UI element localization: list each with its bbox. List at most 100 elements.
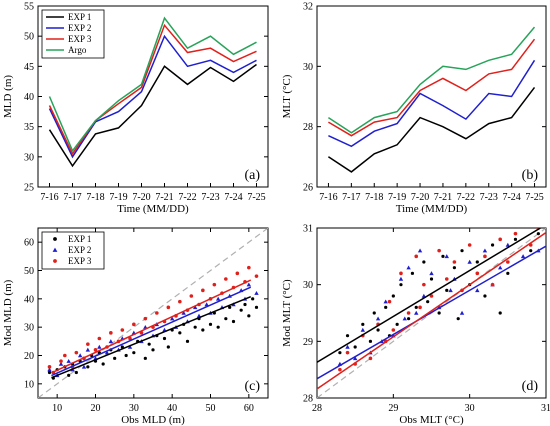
- point-exp-2: [406, 265, 411, 270]
- point-exp-2: [417, 248, 423, 253]
- point-exp-1: [201, 328, 205, 332]
- panel-a: 25 30 35 40 45 50 55 7-16 7-17 7-18 7-19 7-20 7-21 7-…: [2, 2, 269, 215]
- point-exp-1: [143, 356, 147, 360]
- point-exp-2: [414, 310, 419, 315]
- point-exp-1: [441, 254, 445, 258]
- point-exp-2: [475, 288, 480, 293]
- point-exp-2: [375, 316, 381, 321]
- point-exp-3: [189, 294, 194, 298]
- point-exp-1: [372, 311, 376, 315]
- point-exp-3: [399, 271, 403, 276]
- point-exp-2: [104, 350, 110, 355]
- point-exp-3: [155, 311, 159, 315]
- point-exp-3: [166, 305, 171, 310]
- point-exp-2: [444, 254, 449, 259]
- point-exp-2: [448, 288, 453, 293]
- x-tick-label: 29: [388, 403, 398, 414]
- point-exp-1: [498, 311, 502, 315]
- x-tick-label: 7-16: [319, 192, 337, 203]
- y-tick-label: 55: [24, 2, 34, 13]
- fit-line-exp-2: [51, 286, 252, 377]
- fit-line-exp-3: [51, 279, 252, 374]
- point-exp-3: [178, 299, 182, 304]
- x-tick-label: 10: [52, 403, 62, 414]
- y-tick-label: 30: [24, 152, 34, 163]
- plot-area: [48, 16, 257, 168]
- point-exp-1: [361, 322, 365, 326]
- x-tick-label: 30: [129, 403, 139, 414]
- point-exp-3: [475, 271, 480, 276]
- y-tick-label: 31: [303, 224, 313, 235]
- point-exp-3: [368, 356, 373, 361]
- y-tick-label: 45: [24, 62, 34, 73]
- point-exp-3: [201, 288, 205, 293]
- point-exp-1: [231, 319, 236, 324]
- y-tick-label: 10: [24, 379, 34, 390]
- point-exp-1: [414, 305, 418, 309]
- y-axis-label: MLD (m): [2, 75, 14, 118]
- series-line-exp-1: [327, 86, 536, 173]
- point-exp-1: [368, 339, 373, 343]
- point-exp-1: [345, 334, 350, 338]
- x-tick-label: 20: [91, 403, 101, 414]
- point-exp-1: [47, 370, 52, 375]
- point-exp-2: [77, 353, 83, 358]
- x-tick-label: 7-23: [480, 192, 498, 203]
- point-exp-1: [113, 356, 117, 360]
- plot-frame: [37, 227, 269, 399]
- point-exp-2: [467, 259, 472, 264]
- point-exp-3: [338, 367, 342, 372]
- x-tick-label: 7-24: [224, 192, 242, 203]
- point-exp-2: [97, 344, 102, 349]
- plot-area: [317, 228, 546, 398]
- point-exp-3: [406, 311, 411, 315]
- point-exp-3: [483, 254, 487, 259]
- point-exp-3: [506, 260, 510, 264]
- x-tick-label: 7-21: [155, 192, 173, 203]
- point-exp-3: [63, 353, 67, 358]
- plot-frame: [316, 227, 547, 399]
- x-tick-label: 7-22: [457, 192, 475, 203]
- legend-label-argo: Argo: [68, 45, 87, 55]
- point-exp-1: [475, 260, 479, 264]
- point-exp-2: [204, 302, 209, 307]
- point-exp-1: [166, 345, 170, 349]
- point-exp-1: [224, 317, 228, 321]
- point-exp-3: [59, 359, 63, 363]
- y-tick-label: 40: [24, 294, 34, 305]
- y-tick-label: 29: [303, 337, 313, 348]
- point-exp-3: [391, 328, 396, 332]
- legend-label-exp-2: EXP 2: [68, 245, 91, 255]
- y-tick-label: 50: [24, 32, 34, 43]
- x-tick-label: 7-17: [63, 192, 81, 203]
- point-exp-2: [246, 282, 252, 287]
- y-axis-label: MLT (°C): [281, 74, 293, 118]
- point-exp-1: [228, 305, 232, 309]
- point-exp-1: [407, 317, 411, 321]
- point-exp-3: [97, 336, 102, 341]
- point-exp-2: [85, 347, 91, 352]
- y-tick-label: 60: [24, 238, 34, 249]
- legend-label-exp-1: EXP 1: [68, 234, 91, 244]
- point-exp-1: [399, 283, 403, 287]
- point-exp-1: [410, 271, 415, 275]
- point-exp-1: [490, 243, 495, 247]
- point-exp-3: [452, 260, 457, 264]
- series-line-exp-2: [328, 59, 536, 148]
- x-tick-label: 7-19: [388, 192, 406, 203]
- series-line-argo: [327, 26, 536, 134]
- x-tick-label: 50: [206, 403, 216, 414]
- point-exp-2: [360, 327, 365, 332]
- point-exp-2: [482, 248, 488, 253]
- point-exp-3: [254, 274, 259, 278]
- identity-line: [38, 228, 268, 398]
- point-exp-3: [132, 322, 136, 327]
- point-exp-3: [247, 265, 251, 270]
- x-tick-label: 7-18: [365, 192, 383, 203]
- point-exp-2: [181, 310, 186, 315]
- point-exp-1: [338, 351, 342, 355]
- point-exp-1: [74, 370, 78, 375]
- point-exp-2: [58, 361, 64, 366]
- point-exp-1: [208, 322, 213, 326]
